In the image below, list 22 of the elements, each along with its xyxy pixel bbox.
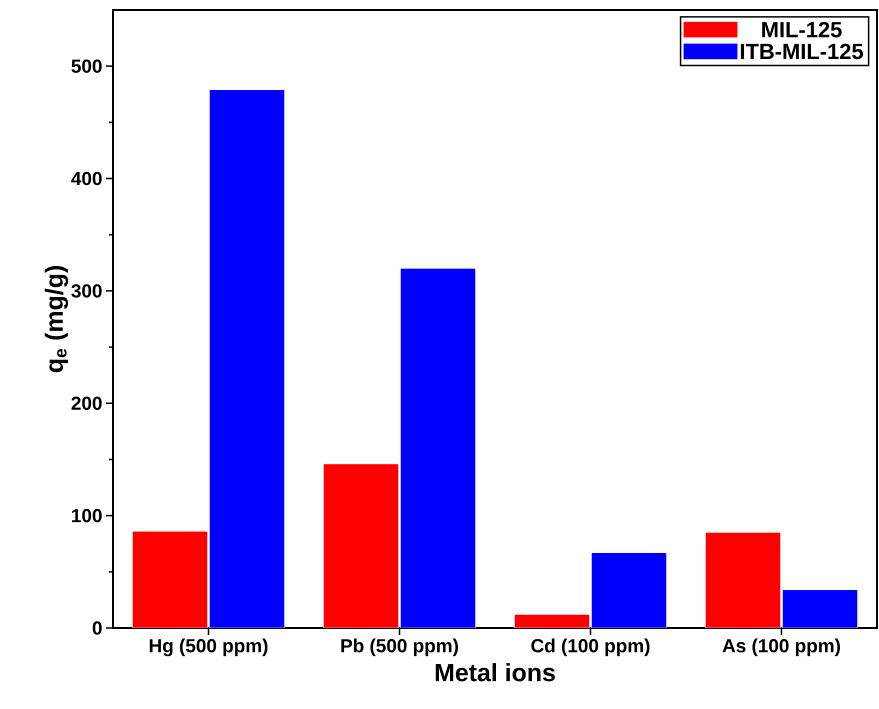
bar <box>592 552 667 628</box>
bar <box>514 614 590 628</box>
x-tick-label: Pb (500 ppm) <box>341 638 458 656</box>
y-tick-label: 0 <box>92 621 102 635</box>
y-tick-label: 300 <box>71 284 102 298</box>
y-tick-label: 100 <box>72 508 102 522</box>
bar <box>324 464 399 628</box>
y-axis-title: q$_{e}$ (mg/g) <box>44 266 68 372</box>
bar <box>210 90 284 628</box>
bar <box>782 590 858 628</box>
bar <box>705 532 781 628</box>
x-tick-label: Cd (100 ppm) <box>531 638 650 656</box>
y-tick-label: 200 <box>72 396 102 410</box>
legend-label: ITB-MIL-125 <box>740 44 864 60</box>
y-tick-label: 500 <box>71 59 102 73</box>
y-tick-label: 400 <box>71 172 102 186</box>
bar <box>400 268 476 628</box>
bar <box>132 531 208 628</box>
legend-label: MIL-125 <box>762 22 842 38</box>
x-tick-label: As (100 ppm) <box>722 638 840 656</box>
x-axis-title: Metal ions <box>436 663 555 682</box>
x-tick-label: Hg (500 ppm) <box>150 638 268 656</box>
